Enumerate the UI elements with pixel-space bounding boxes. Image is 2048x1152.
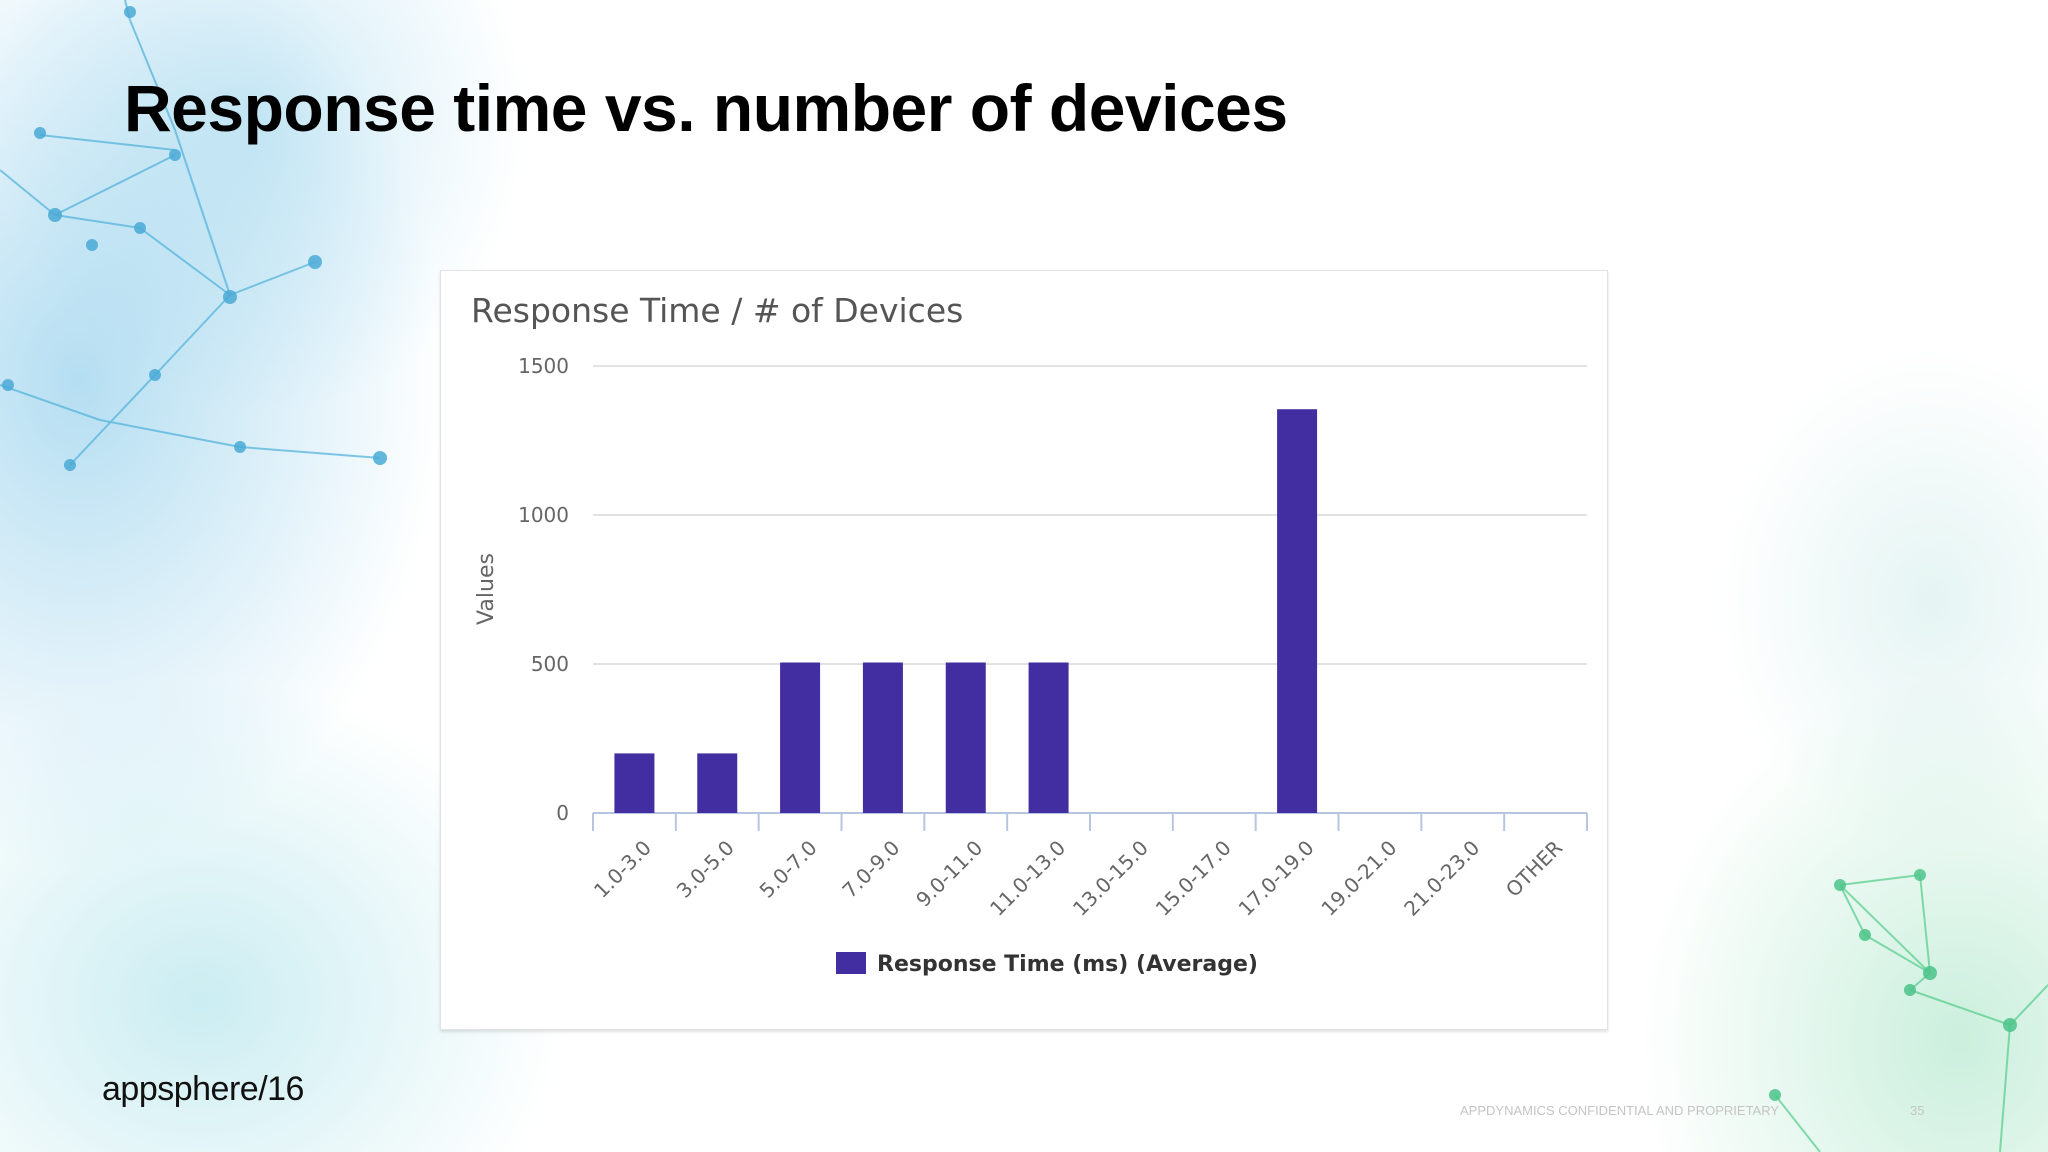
legend-swatch [836,952,866,974]
logo-suffix: /16 [258,1070,304,1108]
x-tick-label: 9.0-11.0 [911,836,987,912]
x-tick-label: OTHER [1501,835,1567,901]
bar [614,753,655,813]
bar [697,753,738,813]
x-tick-label: 19.0-21.0 [1316,836,1401,921]
bar [862,662,903,813]
y-tick-label: 1000 [518,503,569,527]
x-tick-label: 11.0-13.0 [985,836,1070,921]
bar [780,662,821,813]
x-tick-label: 3.0-5.0 [672,836,739,903]
x-tick-label: 21.0-23.0 [1399,836,1484,921]
y-tick-label: 500 [531,652,569,676]
bar [945,662,986,813]
bar [1277,409,1318,813]
x-tick-label: 15.0-17.0 [1151,836,1236,921]
y-tick-label: 0 [556,801,569,825]
x-tick-label: 1.0-3.0 [589,836,656,903]
bar [1028,662,1069,813]
y-tick-label: 1500 [518,354,569,378]
confidential-footer: APPDYNAMICS CONFIDENTIAL AND PROPRIETARY [1460,1103,1780,1118]
y-axis-label: Values [474,553,499,625]
logo-text: appsphere [102,1070,259,1108]
x-tick-label: 7.0-9.0 [837,836,904,903]
appsphere-logo: appsphere/16 [102,1070,304,1109]
x-tick-label: 13.0-15.0 [1068,836,1153,921]
x-tick-label: 5.0-7.0 [755,836,822,903]
bar-chart: Response Time / # of Devices 0 500 1000 1500… [471,291,1588,977]
slide-title: Response time vs. number of devices [124,71,1288,145]
legend-label: Response Time (ms) (Average) [877,952,1258,977]
chart-title: Response Time / # of Devices [471,291,963,330]
chart-card: Response Time / # of Devices 0 500 1000 1500… [440,270,1608,1030]
x-tick-label: 17.0-19.0 [1234,836,1319,921]
page-number: 35 [1910,1103,1925,1118]
